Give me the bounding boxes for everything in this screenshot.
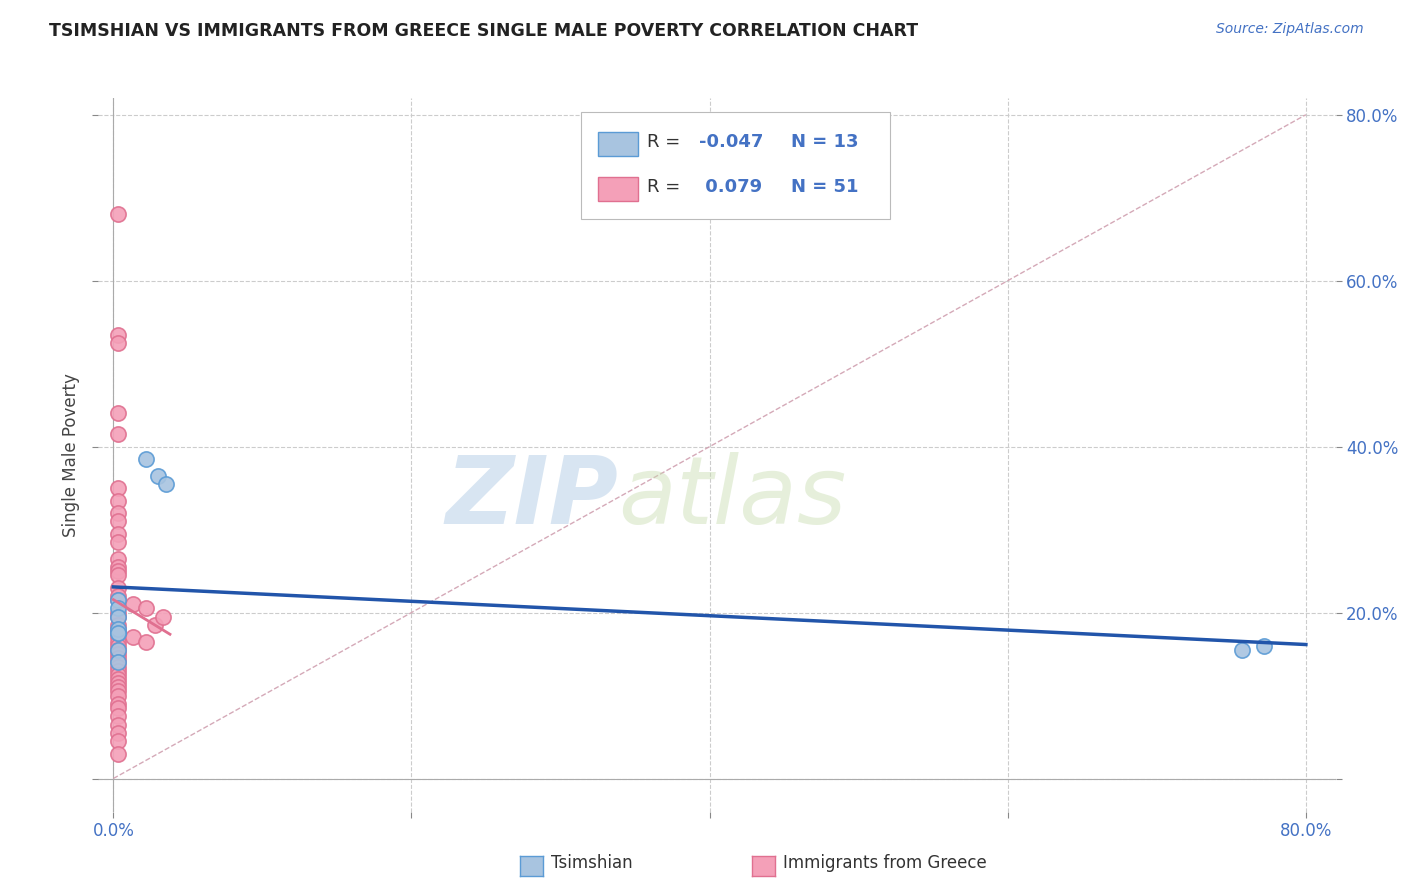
Point bbox=[107, 656, 129, 670]
Point bbox=[107, 481, 129, 495]
Point bbox=[107, 659, 129, 673]
Point bbox=[107, 335, 129, 350]
Text: 0.079: 0.079 bbox=[699, 178, 762, 196]
Point bbox=[107, 701, 129, 715]
Point bbox=[107, 526, 129, 541]
Point bbox=[135, 634, 157, 648]
Point bbox=[107, 568, 129, 582]
Point bbox=[107, 651, 129, 665]
Text: -0.047: -0.047 bbox=[699, 133, 763, 151]
Point bbox=[107, 643, 129, 657]
Point bbox=[107, 668, 129, 682]
Point bbox=[107, 327, 129, 342]
FancyBboxPatch shape bbox=[581, 112, 890, 219]
Point bbox=[107, 656, 129, 670]
Point bbox=[107, 609, 129, 624]
Point bbox=[1253, 639, 1275, 653]
Point bbox=[135, 601, 157, 615]
Point bbox=[107, 680, 129, 694]
Point bbox=[107, 606, 129, 620]
Text: Source: ZipAtlas.com: Source: ZipAtlas.com bbox=[1216, 22, 1364, 37]
Point bbox=[107, 626, 129, 640]
Text: Immigrants from Greece: Immigrants from Greece bbox=[783, 854, 987, 871]
Point bbox=[107, 689, 129, 703]
Point bbox=[107, 639, 129, 653]
Point bbox=[107, 551, 129, 566]
Point bbox=[107, 581, 129, 595]
Text: atlas: atlas bbox=[619, 452, 846, 543]
Point bbox=[155, 477, 177, 491]
Point bbox=[107, 622, 129, 636]
Point bbox=[135, 452, 157, 467]
Text: R =: R = bbox=[647, 178, 679, 196]
Point bbox=[107, 506, 129, 520]
Point bbox=[152, 609, 174, 624]
Point bbox=[107, 684, 129, 698]
Point bbox=[107, 564, 129, 578]
Point bbox=[107, 631, 129, 645]
Text: Tsimshian: Tsimshian bbox=[551, 854, 633, 871]
Point bbox=[107, 717, 129, 731]
Point bbox=[107, 535, 129, 549]
Text: N = 13: N = 13 bbox=[792, 133, 859, 151]
Point bbox=[107, 514, 129, 528]
Text: ZIP: ZIP bbox=[446, 451, 619, 544]
Point bbox=[107, 747, 129, 761]
Point bbox=[107, 726, 129, 740]
Point bbox=[107, 207, 129, 221]
Point bbox=[107, 593, 129, 607]
Point bbox=[107, 647, 129, 661]
Point bbox=[107, 493, 129, 508]
Text: R =: R = bbox=[647, 133, 679, 151]
Point bbox=[107, 601, 129, 615]
Point bbox=[107, 406, 129, 420]
Point bbox=[107, 664, 129, 678]
Point bbox=[107, 593, 129, 607]
Point bbox=[146, 468, 169, 483]
Y-axis label: Single Male Poverty: Single Male Poverty bbox=[62, 373, 80, 537]
Point bbox=[121, 631, 143, 645]
Point bbox=[143, 618, 166, 632]
Point bbox=[107, 589, 129, 603]
FancyBboxPatch shape bbox=[599, 177, 638, 201]
Point bbox=[107, 427, 129, 442]
Point bbox=[107, 618, 129, 632]
Point bbox=[107, 609, 129, 624]
Point bbox=[107, 626, 129, 640]
Point bbox=[107, 734, 129, 748]
Point bbox=[107, 560, 129, 574]
Point bbox=[107, 697, 129, 711]
Point bbox=[1230, 643, 1253, 657]
Point bbox=[107, 643, 129, 657]
Point bbox=[107, 626, 129, 640]
Point bbox=[107, 622, 129, 636]
Point bbox=[107, 709, 129, 723]
Text: N = 51: N = 51 bbox=[792, 178, 859, 196]
Text: TSIMSHIAN VS IMMIGRANTS FROM GREECE SINGLE MALE POVERTY CORRELATION CHART: TSIMSHIAN VS IMMIGRANTS FROM GREECE SING… bbox=[49, 22, 918, 40]
Point bbox=[121, 597, 143, 611]
Point bbox=[107, 672, 129, 686]
Point bbox=[107, 634, 129, 648]
FancyBboxPatch shape bbox=[599, 132, 638, 156]
Point bbox=[107, 676, 129, 690]
